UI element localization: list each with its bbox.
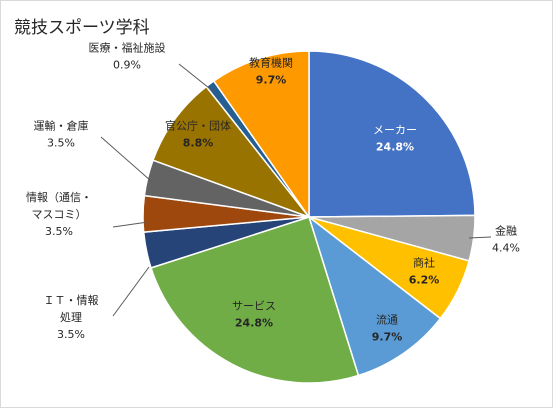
- data-label-value: 3.5%: [45, 225, 73, 238]
- data-label-value: 9.7%: [372, 331, 403, 344]
- data-label-category: 商社: [413, 256, 435, 270]
- data-label-value: 24.8%: [376, 141, 414, 154]
- data-label-category: サービス: [232, 300, 276, 313]
- data-label-value: 3.5%: [47, 137, 75, 150]
- pie-slice: [150, 216, 360, 384]
- data-label-value: 24.8%: [235, 317, 273, 330]
- data-label-category: 運輸・倉庫: [34, 119, 89, 133]
- data-label-value: 6.2%: [409, 274, 440, 287]
- data-label-category: マスコミ）: [32, 208, 87, 221]
- leader-line: [178, 63, 215, 93]
- leader-line: [112, 221, 149, 228]
- data-label-category: 流通: [376, 313, 398, 327]
- data-label-category: 医療・福祉施設: [89, 41, 166, 55]
- pie-slice: [212, 50, 310, 220]
- data-label-category: 教育機関: [249, 56, 293, 70]
- data-label-value: 0.9%: [113, 59, 141, 72]
- data-label-category: 情報（通信・: [26, 191, 92, 204]
- data-label-value: 4.4%: [492, 242, 520, 255]
- leader-line: [100, 136, 152, 182]
- data-label-category: 処理: [60, 311, 82, 324]
- data-label-category: 官公庁・団体: [165, 119, 231, 133]
- leader-line: [112, 266, 150, 317]
- leader-line: [468, 236, 492, 239]
- pie-slice: [307, 214, 442, 377]
- data-label-category: ＩＴ・情報: [44, 294, 99, 307]
- data-label-category: メーカー: [373, 124, 417, 137]
- pie-slice: [308, 50, 476, 218]
- data-label-value: 3.5%: [57, 328, 85, 341]
- data-label-value: 9.7%: [256, 74, 287, 87]
- chart-title: 競技スポーツ学科: [14, 18, 150, 38]
- data-label-value: 8.8%: [183, 137, 214, 150]
- data-label-category: 金融: [495, 224, 517, 238]
- pie-slice: [152, 85, 312, 219]
